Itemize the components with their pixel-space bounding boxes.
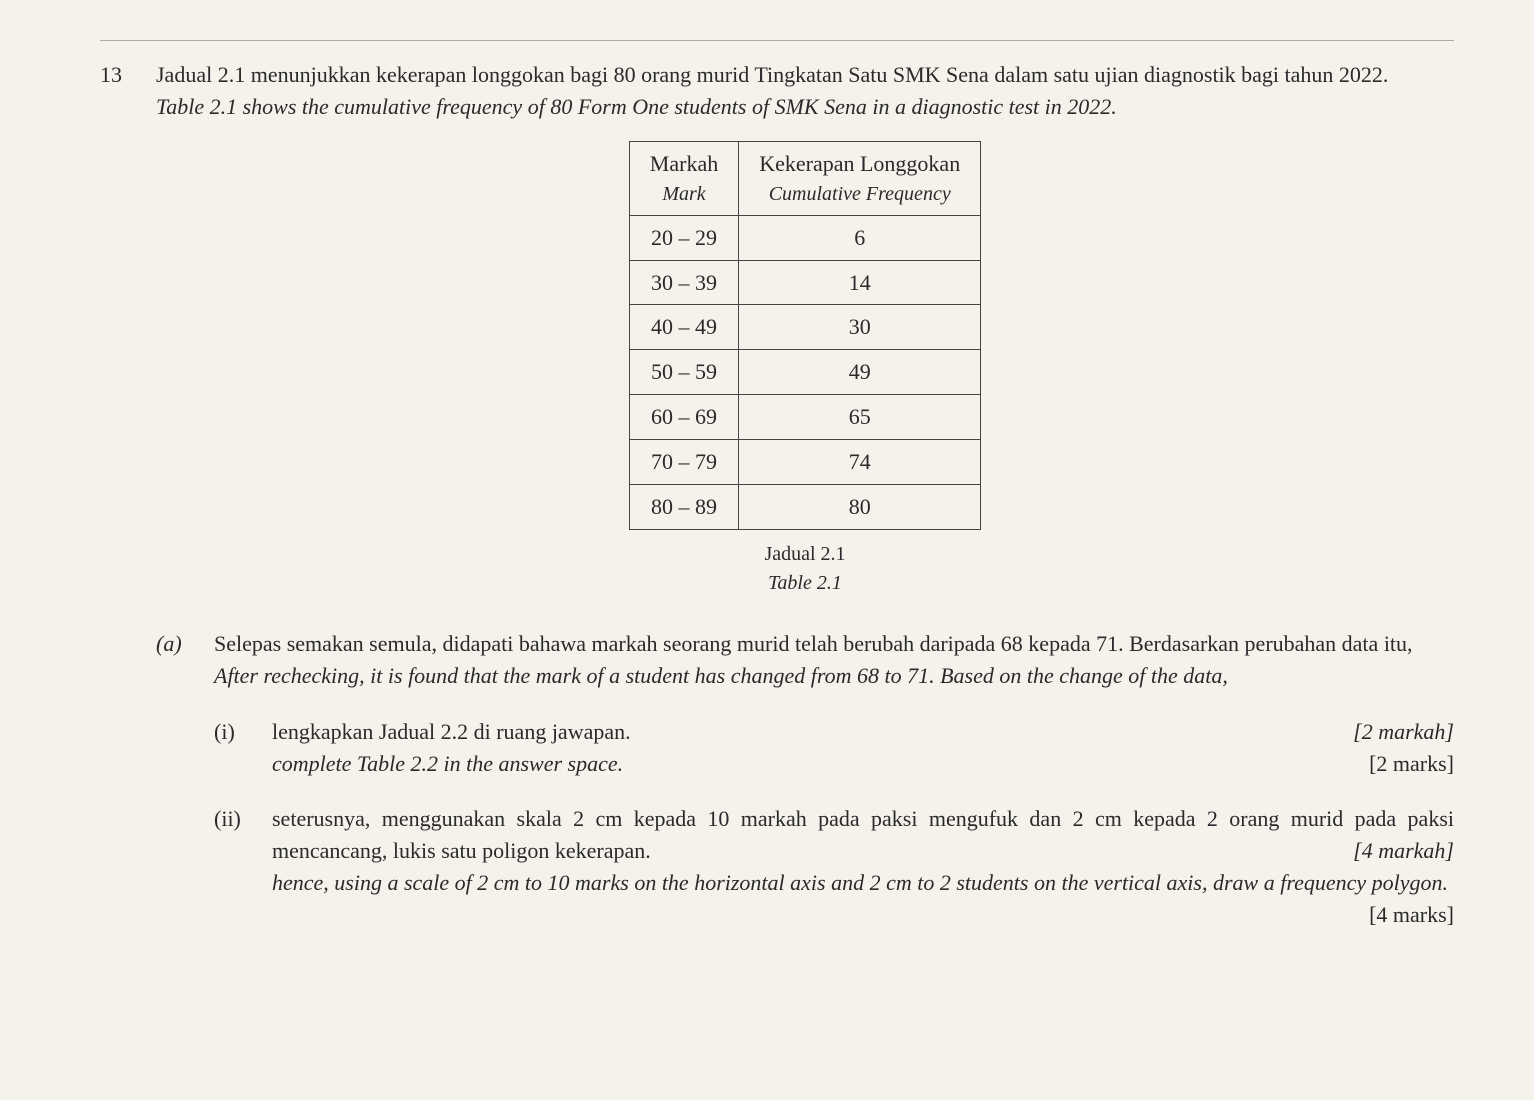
part-a: (a) Selepas semakan semula, didapati bah… (156, 628, 1454, 931)
part-a-text-bm: Selepas semakan semula, didapati bahawa … (214, 628, 1454, 660)
part-a-text-en: After rechecking, it is found that the m… (214, 660, 1454, 692)
subpart-i-text-bm: lengkapkan Jadual 2.2 di ruang jawapan. (272, 716, 631, 748)
cf-cell: 30 (739, 305, 981, 350)
caption-en: Table 2.1 (156, 569, 1454, 598)
cf-cell: 6 (739, 215, 981, 260)
col1-header-bm: Markah (650, 148, 718, 180)
cf-cell: 74 (739, 440, 981, 485)
subpart-ii-text-en: hence, using a scale of 2 cm to 10 marks… (272, 870, 1448, 895)
horizontal-rule (100, 40, 1454, 41)
table-row: 40 – 49 30 (629, 305, 980, 350)
subpart-i-body: lengkapkan Jadual 2.2 di ruang jawapan. … (272, 716, 1454, 780)
part-a-label: (a) (156, 628, 200, 931)
col2-header-bm: Kekerapan Longgokan (759, 148, 960, 180)
col1-header-en: Mark (650, 180, 718, 209)
table-row: 20 – 29 6 (629, 215, 980, 260)
subpart-ii: (ii) seterusnya, menggunakan skala 2 cm … (214, 803, 1454, 931)
subpart-i-marks-bm: [2 markah] (1353, 716, 1454, 748)
mark-cell: 40 – 49 (629, 305, 738, 350)
subpart-i-marks-en: [2 marks] (1369, 748, 1454, 780)
cf-cell: 80 (739, 485, 981, 530)
table-row: 70 – 79 74 (629, 440, 980, 485)
part-a-body: Selepas semakan semula, didapati bahawa … (214, 628, 1454, 931)
caption-bm: Jadual 2.1 (156, 540, 1454, 569)
subpart-i: (i) lengkapkan Jadual 2.2 di ruang jawap… (214, 716, 1454, 780)
subpart-ii-marks-bm: [4 markah] (1353, 835, 1454, 867)
table-caption: Jadual 2.1 Table 2.1 (156, 540, 1454, 598)
mark-cell: 20 – 29 (629, 215, 738, 260)
mark-cell: 70 – 79 (629, 440, 738, 485)
subpart-i-text-en: complete Table 2.2 in the answer space. (272, 748, 623, 780)
subpart-ii-label: (ii) (214, 803, 258, 931)
table-wrapper: Markah Mark Kekerapan Longgokan Cumulati… (156, 141, 1454, 530)
mark-cell: 80 – 89 (629, 485, 738, 530)
col2-header: Kekerapan Longgokan Cumulative Frequency (739, 141, 981, 215)
cumulative-frequency-table: Markah Mark Kekerapan Longgokan Cumulati… (629, 141, 981, 530)
question-body: Jadual 2.1 menunjukkan kekerapan longgok… (156, 59, 1454, 931)
table-row: 80 – 89 80 (629, 485, 980, 530)
table-row: 50 – 59 49 (629, 350, 980, 395)
cf-cell: 49 (739, 350, 981, 395)
mark-cell: 60 – 69 (629, 395, 738, 440)
subpart-ii-body: seterusnya, menggunakan skala 2 cm kepad… (272, 803, 1454, 931)
intro-en: Table 2.1 shows the cumulative frequency… (156, 91, 1454, 123)
subpart-ii-marks-en: [4 marks] (1369, 899, 1454, 931)
table-row: 60 – 69 65 (629, 395, 980, 440)
cf-cell: 65 (739, 395, 981, 440)
subpart-ii-text-bm: seterusnya, menggunakan skala 2 cm kepad… (272, 806, 1454, 863)
subpart-i-label: (i) (214, 716, 258, 780)
table-header-row: Markah Mark Kekerapan Longgokan Cumulati… (629, 141, 980, 215)
table-row: 30 – 39 14 (629, 260, 980, 305)
col1-header: Markah Mark (629, 141, 738, 215)
cf-cell: 14 (739, 260, 981, 305)
question-block: 13 Jadual 2.1 menunjukkan kekerapan long… (100, 59, 1454, 931)
question-number: 13 (100, 59, 140, 931)
col2-header-en: Cumulative Frequency (759, 180, 960, 209)
mark-cell: 30 – 39 (629, 260, 738, 305)
mark-cell: 50 – 59 (629, 350, 738, 395)
intro-bm: Jadual 2.1 menunjukkan kekerapan longgok… (156, 59, 1454, 91)
